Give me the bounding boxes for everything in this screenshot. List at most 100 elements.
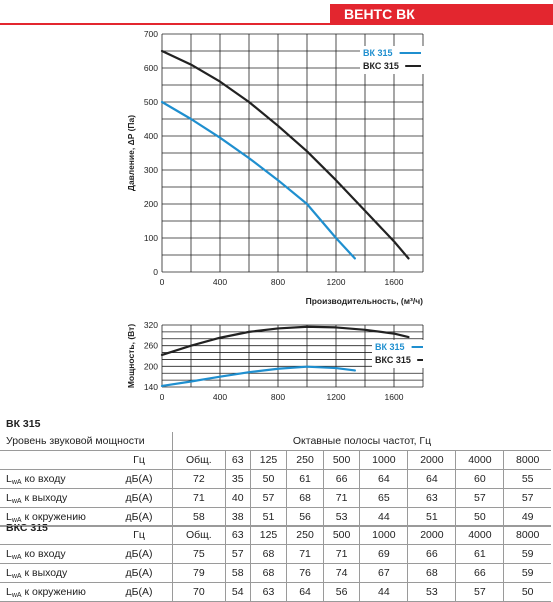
y-tick-label: 200 [144, 199, 158, 209]
table-row: LwA к выходу дБ(А) 71 40 57 68 71 65 63 57 57 [0, 488, 551, 508]
series-line-0 [160, 365, 356, 388]
y-tick-label: 300 [144, 165, 158, 175]
value-cell: 44 [359, 582, 408, 602]
sound-table-vk: Уровень звуковой мощности Октавные полос… [0, 432, 551, 527]
unit-cell: дБ(А) [106, 563, 173, 583]
legend-label-0: ВК 315 [375, 342, 405, 352]
y-tick-label: 500 [144, 97, 158, 107]
row-label: LwA к выходу [0, 488, 106, 508]
series-line-1 [160, 325, 410, 357]
y-tick-label: 260 [144, 341, 158, 351]
value-cell: 51 [249, 507, 287, 527]
table-row: LwA ко входу дБ(А) 75 57 68 71 71 69 66 61 59 [0, 544, 551, 564]
value-cell: 66 [407, 544, 456, 564]
y-tick-label: 140 [144, 382, 158, 392]
value-cell: 61 [455, 544, 504, 564]
x-tick-label: 0 [160, 277, 165, 287]
column-header: 63 [224, 525, 251, 545]
value-cell: 57 [455, 488, 504, 508]
column-header: 2000 [407, 450, 456, 470]
value-cell: 65 [359, 488, 408, 508]
column-header: 500 [322, 450, 360, 470]
column-header: 1000 [359, 450, 408, 470]
y-axis-label: Мощность, (Вт) [126, 324, 136, 389]
row-label: LwA к окружению [0, 582, 106, 602]
value-cell: 51 [407, 507, 456, 527]
column-header: 8000 [503, 450, 551, 470]
series-line-0 [160, 100, 356, 260]
column-header: 250 [286, 450, 324, 470]
y-tick-label: 700 [144, 29, 158, 39]
value-cell: 57 [224, 544, 251, 564]
column-header: 250 [286, 525, 324, 545]
brand-divider [0, 23, 553, 25]
x-tick-label: 1200 [327, 392, 346, 402]
column-header: 8000 [503, 525, 551, 545]
x-tick-label: 0 [160, 392, 165, 402]
unit-cell: дБ(А) [106, 507, 173, 527]
value-cell: 63 [407, 488, 456, 508]
value-cell: 64 [359, 469, 408, 489]
charts-canvas: 0 400 800 1200 1600 0 100 200 300 400 500 600 700 Дав… [126, 29, 426, 402]
column-header: Общ. [172, 450, 226, 470]
sound-table-vks: Гц Общ. 63 125 250 500 1000 2000 4000 8000 LwA ко … [0, 525, 551, 602]
value-cell: 68 [407, 563, 456, 583]
value-cell: 50 [455, 507, 504, 527]
value-cell: 58 [172, 507, 226, 527]
value-cell: 68 [249, 544, 287, 564]
value-cell: 66 [455, 563, 504, 583]
value-cell: 72 [172, 469, 226, 489]
table-row: LwA ко входу дБ(А) 72 35 50 61 66 64 64 60 55 [0, 469, 551, 489]
header-blank [0, 450, 106, 470]
y-tick-label: 200 [144, 361, 158, 371]
value-cell: 57 [503, 488, 551, 508]
value-cell: 59 [503, 544, 551, 564]
value-cell: 69 [359, 544, 408, 564]
table-caption: Уровень звуковой мощности [0, 432, 173, 451]
value-cell: 68 [249, 563, 287, 583]
x-tick-label: 1200 [327, 277, 346, 287]
row-label: LwA ко входу [0, 544, 106, 564]
brand-tab: ВЕНТС ВК [330, 4, 553, 24]
column-header: 63 [224, 450, 251, 470]
value-cell: 59 [503, 563, 551, 583]
column-header: 500 [322, 525, 360, 545]
value-cell: 44 [359, 507, 408, 527]
y-tick-label: 320 [144, 320, 158, 330]
value-cell: 74 [322, 563, 360, 583]
value-cell: 50 [503, 582, 551, 602]
column-header: 125 [249, 525, 287, 545]
y-axis-label: Давление, ΔP (Па) [126, 115, 136, 191]
y-tick-label: 0 [153, 267, 158, 277]
column-header: 4000 [455, 450, 504, 470]
table-row: LwA к окружению дБ(А) 58 38 51 56 53 44 51 50 49 [0, 507, 551, 527]
x-tick-label: 1600 [385, 392, 404, 402]
column-header: 4000 [455, 525, 504, 545]
unit-cell: дБ(А) [106, 488, 173, 508]
legend-box [372, 340, 426, 368]
value-cell: 66 [322, 469, 360, 489]
value-cell: 57 [455, 582, 504, 602]
column-header: Общ. [172, 525, 226, 545]
value-cell: 71 [322, 488, 360, 508]
octave-header: Октавные полосы частот, Гц [172, 432, 551, 451]
x-tick-label: 800 [271, 277, 285, 287]
legend-box [360, 46, 424, 74]
value-cell: 49 [503, 507, 551, 527]
table1-model-title: ВК 315 [6, 418, 41, 430]
table-row: LwA к окружению дБ(А) 70 54 63 64 56 44 53 57 50 [0, 582, 551, 602]
value-cell: 57 [249, 488, 287, 508]
unit-cell: дБ(А) [106, 544, 173, 564]
legend-label-1: ВКС 315 [363, 61, 399, 71]
value-cell: 58 [224, 563, 251, 583]
value-cell: 35 [224, 469, 251, 489]
value-cell: 75 [172, 544, 226, 564]
unit-cell: дБ(А) [106, 582, 173, 602]
y-tick-label: 400 [144, 131, 158, 141]
value-cell: 61 [286, 469, 324, 489]
legend-label-0: ВК 315 [363, 48, 393, 58]
value-cell: 53 [322, 507, 360, 527]
unit-header: Гц [106, 450, 173, 470]
unit-cell: дБ(А) [106, 469, 173, 489]
value-cell: 56 [286, 507, 324, 527]
